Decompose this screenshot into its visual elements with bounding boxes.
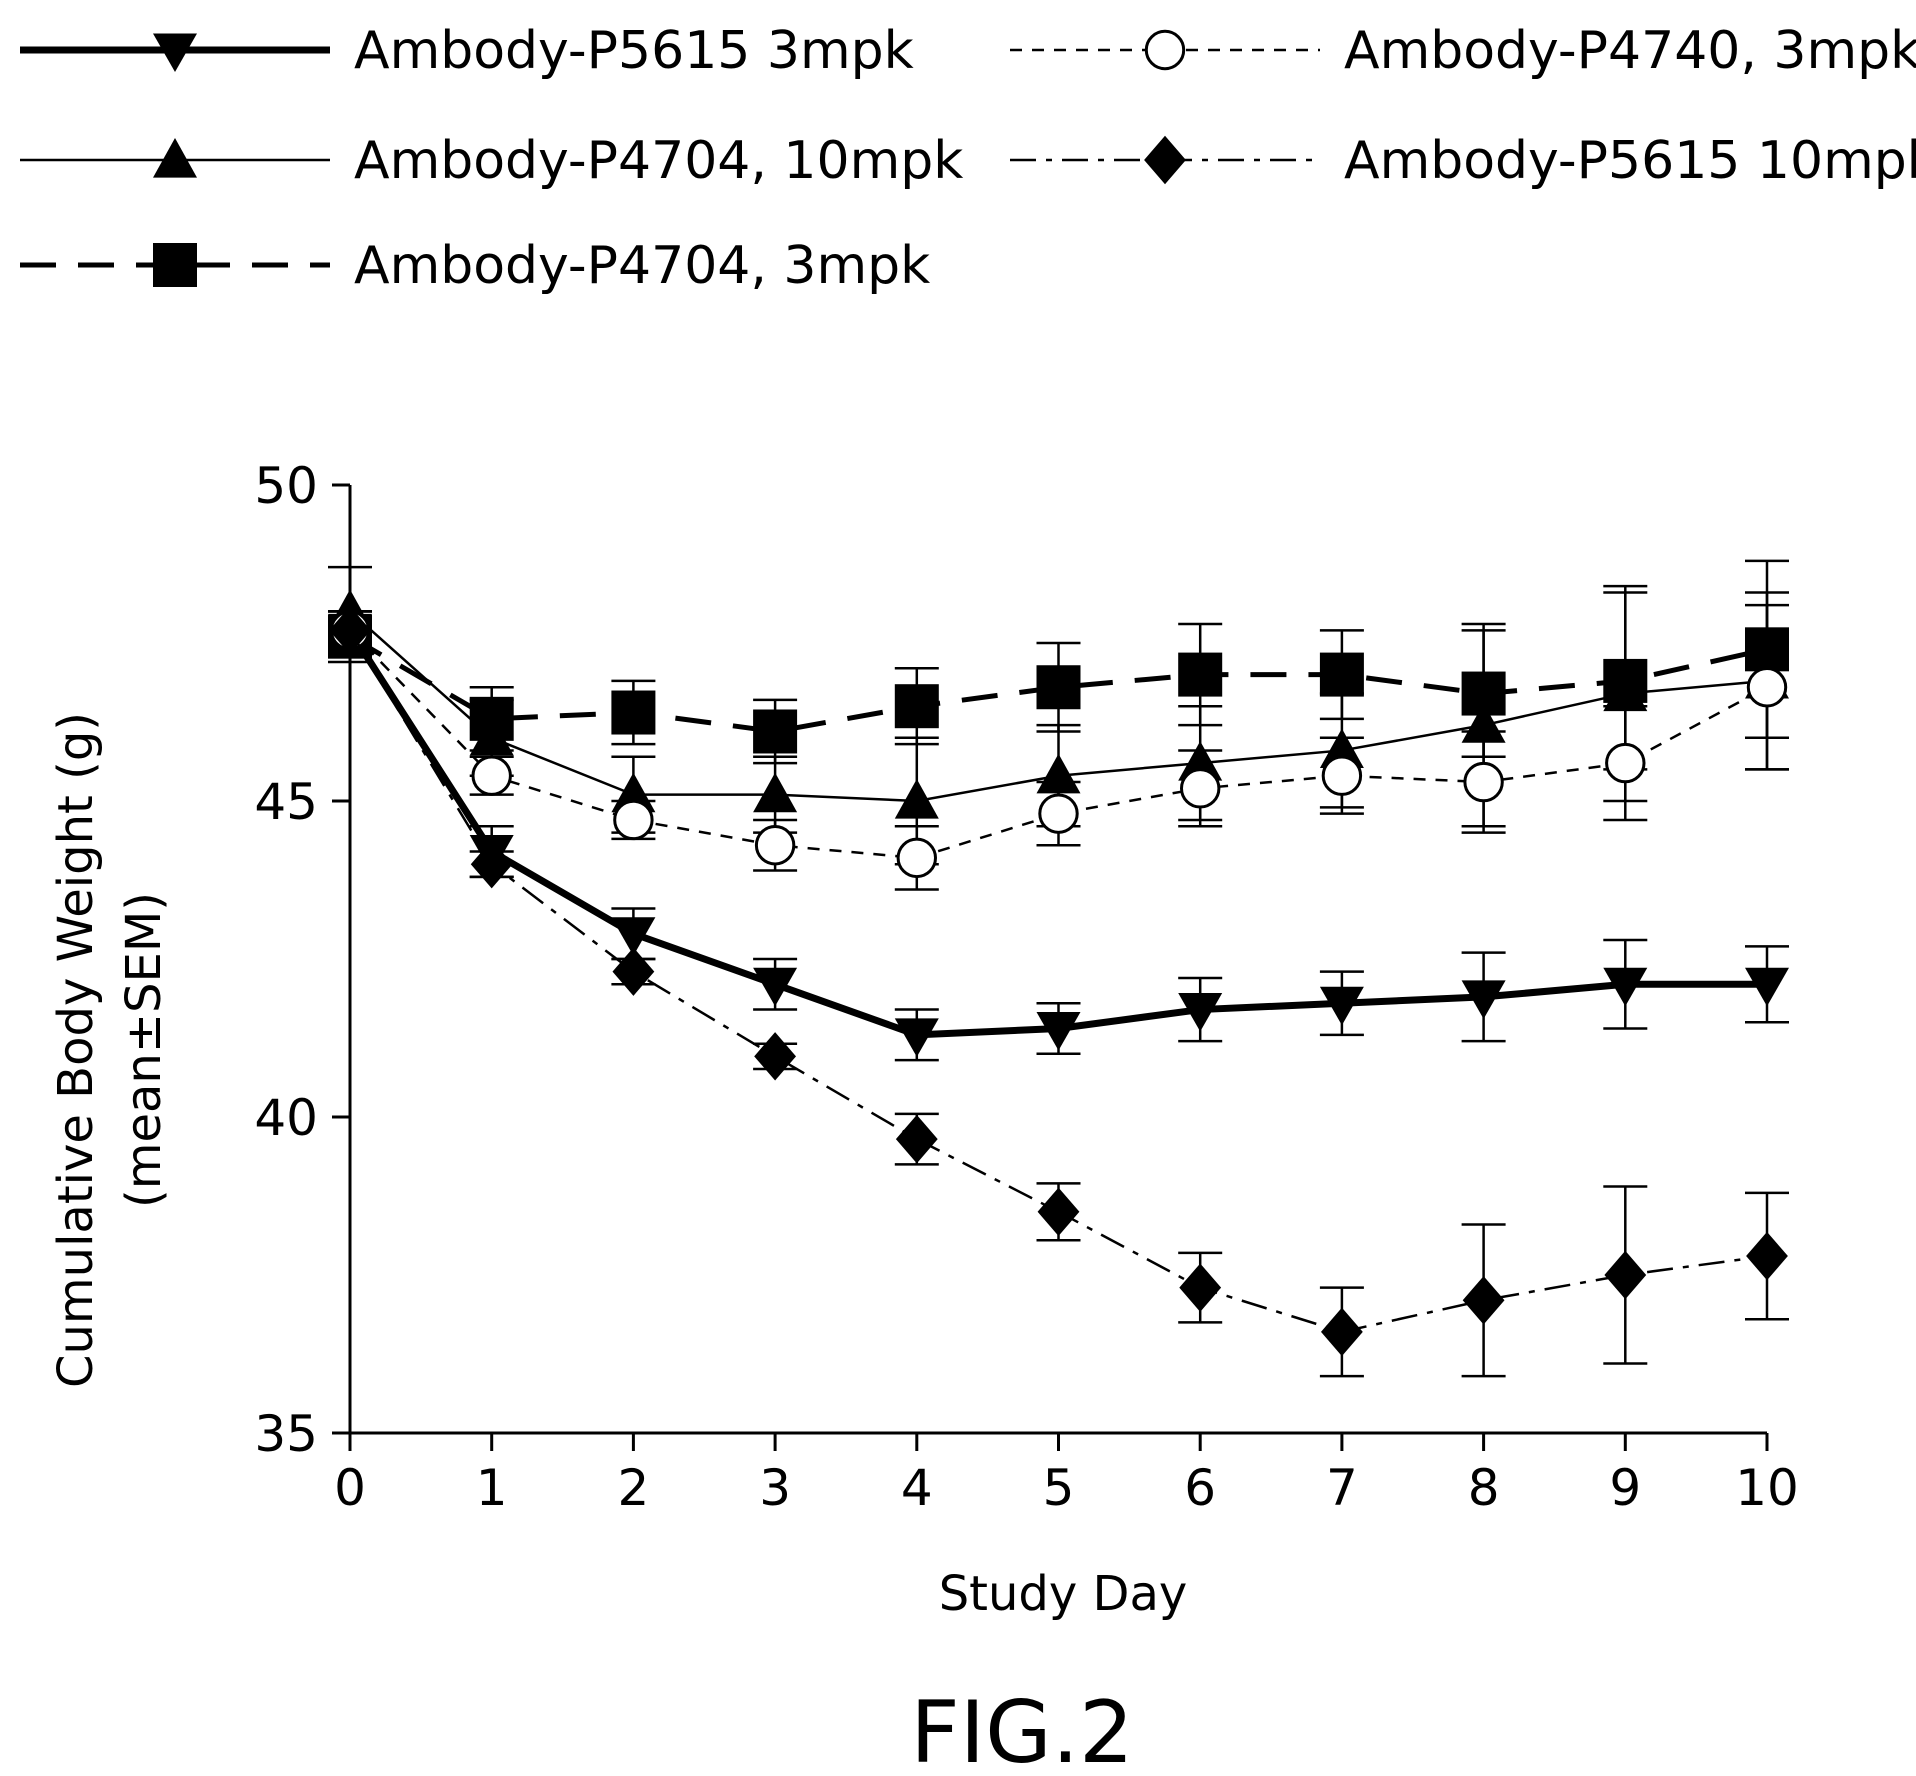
data-point [611,772,656,813]
legend-label: Ambody-P4704, 3mpk [354,236,930,296]
legend-entry: Ambody-P5615 10mpk [1010,131,1916,191]
y-tick-label: 35 [254,1405,318,1463]
data-point [470,840,513,889]
data-point [611,690,656,735]
data-point [1746,667,1788,708]
data-point [1036,1012,1081,1051]
data-point [894,1018,939,1057]
legend-entry: Ambody-P4704, 10mpk [20,131,963,191]
x-tick-label: 3 [759,1459,791,1517]
series [328,606,1789,1378]
data-point [1461,671,1506,716]
data-point [469,696,514,741]
legend-entry: Ambody-P4740, 3mpk [1010,21,1916,81]
legend-label: Ambody-P5615 10mpk [1344,131,1916,191]
data-point [895,1114,938,1164]
x-tick-label: 5 [1043,1459,1075,1517]
series-line [348,634,1768,735]
x-axis-title: Study Day [939,1566,1188,1622]
data-point [1178,652,1223,697]
y-tick-label: 50 [254,457,318,515]
y-axis-title: Cumulative Body Weight (g) [48,712,104,1388]
data-point [894,684,939,729]
data-point [896,837,937,879]
legend-label: Ambody-P5615 3mpk [354,21,914,81]
series-layer [328,559,1789,1378]
legend-marker [153,243,197,287]
x-tick-label: 9 [1609,1459,1641,1517]
data-point [1461,980,1506,1019]
y-tick-label: 45 [254,773,318,831]
data-point [1036,753,1081,794]
data-point [1605,742,1646,784]
legend-marker [153,33,197,72]
data-point [613,799,654,841]
data-point [894,779,939,819]
data-point [1178,993,1223,1032]
data-point [1319,652,1364,697]
data-point [1603,967,1648,1007]
data-point [1746,1231,1788,1281]
legend: Ambody-P5615 3mpk Ambody-P4704, 10mpk Ambo… [20,21,1916,296]
data-point [1319,986,1364,1026]
data-point [1604,1250,1647,1300]
data-point [1463,761,1504,803]
legend-label: Ambody-P4704, 10mpk [354,131,963,191]
x-tick-label: 1 [476,1459,508,1517]
data-point [611,917,656,956]
y-axis-subtitle: (mean±SEM) [116,892,172,1208]
series [328,603,1789,891]
legend-label: Ambody-P4740, 3mpk [1344,21,1916,81]
data-point [1179,1263,1222,1312]
x-tick-label: 10 [1735,1459,1799,1517]
legend-entry: Ambody-P5615 3mpk [20,21,914,81]
x-tick-label: 4 [901,1459,933,1517]
data-point [1745,967,1789,1007]
legend-marker [1144,29,1186,71]
data-point [1321,1307,1363,1357]
x-tick-label: 0 [334,1459,366,1517]
x-tick-label: 8 [1468,1459,1500,1517]
x-tick-label: 7 [1326,1459,1358,1517]
y-tick-label: 40 [254,1089,318,1147]
x-tick-label: 6 [1184,1459,1216,1517]
data-point [754,825,796,866]
data-point [1180,768,1221,809]
data-point [1603,658,1648,703]
data-point [612,947,655,996]
legend-entry: Ambody-P4704, 3mpk [20,236,930,296]
data-point [754,1032,796,1081]
data-point [471,755,512,796]
legend-marker [1144,135,1186,185]
figure-label: FIG.2 [910,1683,1134,1776]
data-point [1037,1187,1080,1236]
data-point [753,709,798,754]
data-point [1038,793,1079,834]
data-point [753,772,798,813]
data-point [753,967,798,1007]
data-point [1036,665,1081,710]
x-tick-label: 2 [617,1459,649,1517]
series-line [349,629,1768,860]
legend-marker [153,138,197,178]
data-point [1462,1276,1505,1325]
data-point [1321,755,1363,796]
